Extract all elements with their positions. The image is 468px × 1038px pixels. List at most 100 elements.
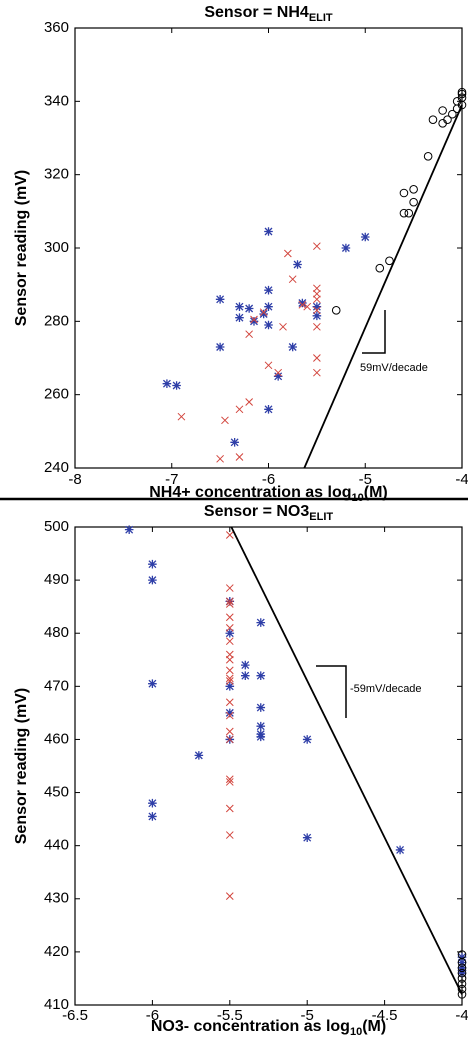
- data-point: [225, 655, 234, 664]
- data-point: [448, 109, 457, 119]
- data-point: [288, 342, 297, 352]
- data-point: [148, 812, 157, 821]
- y-tick-label: 500: [44, 518, 69, 535]
- data-point: [313, 322, 321, 331]
- data-point: [313, 295, 321, 304]
- x-tick-label: -7: [165, 471, 178, 488]
- data-point: [225, 666, 234, 675]
- data-point: [443, 115, 452, 124]
- data-point: [230, 438, 239, 447]
- data-point: [225, 674, 234, 683]
- x-tick-label: -5.5: [217, 1007, 243, 1024]
- data-point: [409, 185, 418, 194]
- data-point: [256, 703, 266, 712]
- data-point: [259, 309, 268, 319]
- data-point: [264, 320, 273, 330]
- data-point: [273, 372, 283, 381]
- data-point: [399, 208, 409, 218]
- data-point: [302, 735, 312, 744]
- data-point: [177, 412, 186, 421]
- x-tick-label: -4: [455, 471, 468, 488]
- title-text: Sensor = NH4: [204, 4, 309, 21]
- data-point: [225, 682, 235, 691]
- data-point: [225, 584, 234, 592]
- y-tick-label: 430: [44, 890, 69, 907]
- y-tick-label: 440: [44, 837, 69, 854]
- annotation: -59mV/decade: [350, 683, 422, 695]
- data-point: [279, 322, 287, 331]
- data-point: [423, 152, 433, 161]
- title-text: Sensor = NO3: [204, 503, 309, 520]
- data-point: [264, 361, 273, 370]
- data-point: [264, 302, 273, 311]
- data-point: [225, 531, 234, 539]
- data-point: [225, 727, 234, 736]
- data-point: [148, 559, 157, 569]
- data-point: [225, 735, 234, 744]
- data-point: [288, 275, 297, 284]
- data-point: [428, 115, 438, 124]
- y-tick-label: 480: [44, 624, 69, 641]
- data-point: [313, 306, 321, 315]
- data-point: [298, 298, 307, 308]
- data-point: [249, 317, 259, 326]
- data-point: [341, 243, 351, 253]
- data-point: [457, 979, 467, 989]
- data-point: [256, 721, 266, 731]
- data-point: [313, 354, 321, 362]
- data-point: [404, 208, 414, 218]
- data-point: [331, 306, 341, 315]
- data-point: [256, 618, 266, 627]
- plot-frame: [74, 27, 463, 469]
- x-label-text: (M): [362, 1018, 386, 1035]
- slope-bracket: [316, 665, 347, 718]
- x-axis-label: NO3- concentration as log10(M): [151, 1018, 386, 1038]
- x-tick-label: -6: [146, 1007, 159, 1024]
- y-tick-label: 320: [44, 166, 69, 183]
- data-point: [457, 958, 467, 967]
- x-tick-label: -6.5: [62, 1007, 88, 1024]
- data-point: [303, 302, 312, 311]
- data-point: [259, 308, 268, 317]
- data-point: [215, 295, 225, 304]
- data-point: [225, 677, 234, 685]
- data-point: [302, 833, 312, 842]
- annotation: 59mV/decade: [360, 362, 428, 374]
- data-point: [385, 256, 394, 266]
- data-point: [172, 381, 181, 390]
- data-point: [298, 300, 307, 309]
- data-point: [225, 597, 234, 606]
- data-point: [457, 974, 467, 983]
- x-tick-label: -6: [262, 471, 275, 488]
- data-point: [375, 263, 385, 273]
- data-point: [225, 831, 234, 839]
- data-point: [225, 637, 234, 646]
- data-point: [194, 751, 204, 760]
- y-tick-label: 280: [44, 312, 69, 329]
- title-subscript: ELIT: [309, 511, 333, 523]
- data-point: [293, 260, 302, 269]
- data-point: [240, 660, 250, 670]
- data-point: [240, 671, 250, 681]
- y-tick-label: 300: [44, 239, 69, 256]
- fit-line: [303, 104, 463, 469]
- data-point: [216, 454, 224, 463]
- data-point: [457, 958, 467, 967]
- data-point: [264, 405, 273, 414]
- data-point: [457, 952, 467, 962]
- data-point: [244, 304, 254, 313]
- data-point: [225, 613, 234, 622]
- data-point: [438, 106, 447, 115]
- chart-title: Sensor = NO3ELIT: [204, 503, 333, 523]
- data-point: [360, 232, 370, 242]
- data-point: [457, 968, 467, 978]
- data-point: [457, 89, 467, 99]
- data-point: [225, 628, 235, 638]
- data-point: [283, 249, 292, 258]
- data-point: [250, 315, 258, 324]
- y-tick-label: 450: [44, 784, 69, 801]
- data-point: [148, 679, 157, 688]
- data-point: [399, 188, 409, 198]
- data-point: [312, 311, 322, 321]
